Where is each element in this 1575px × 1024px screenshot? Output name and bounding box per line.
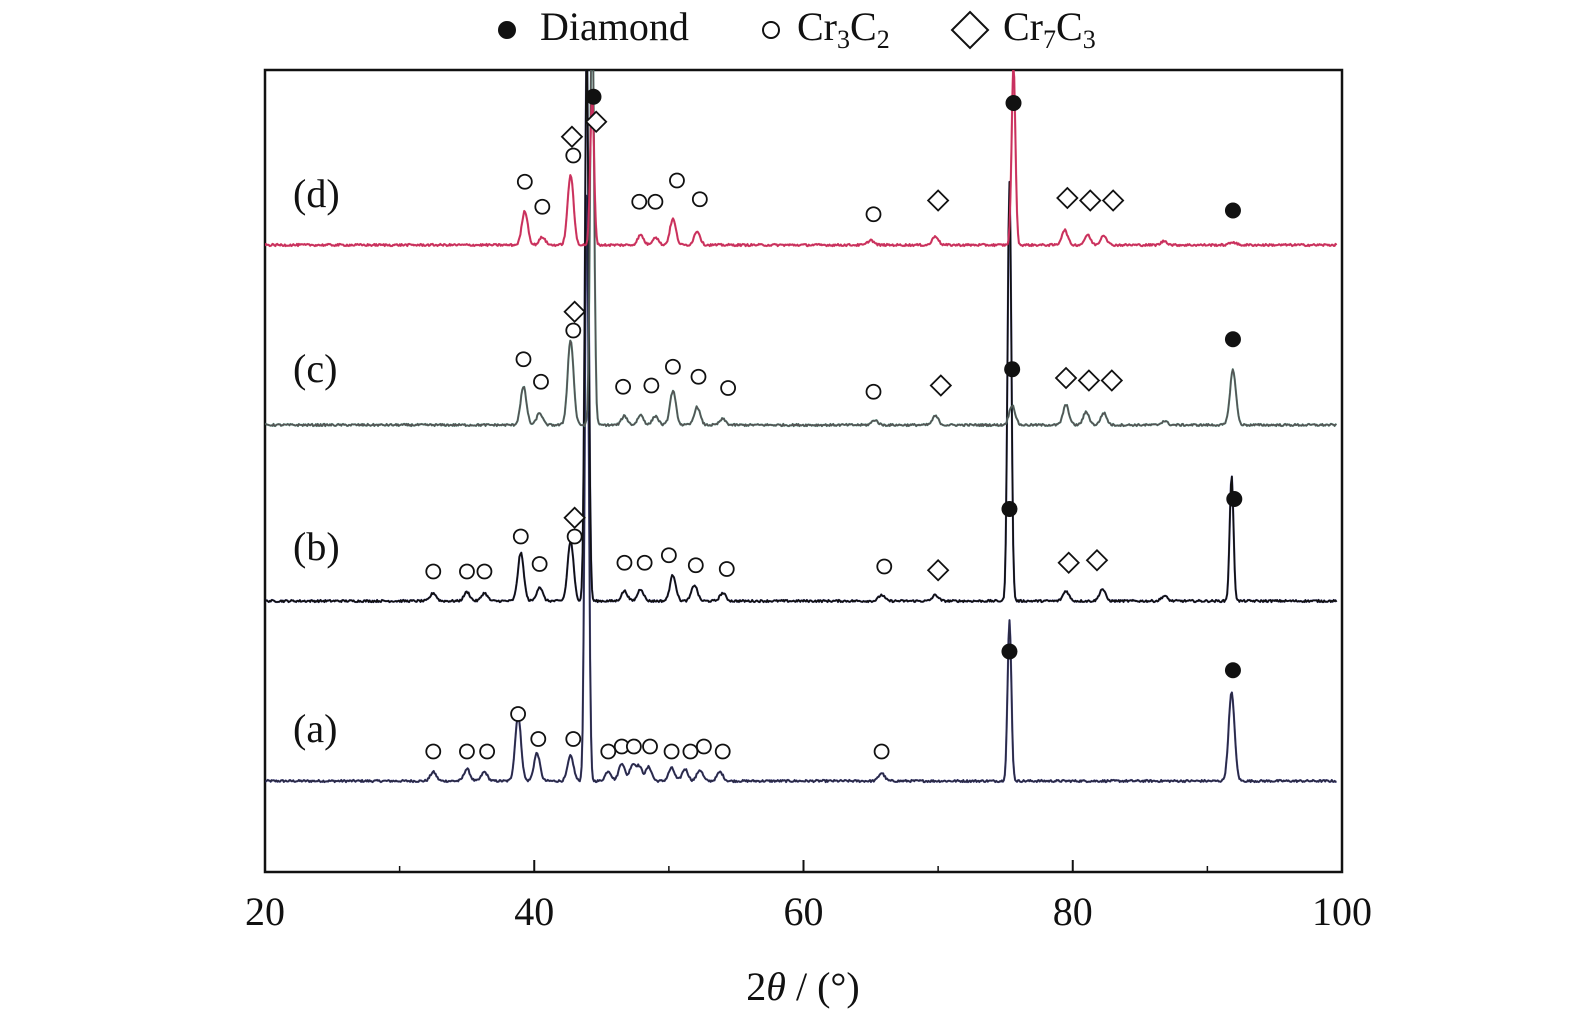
phase-markers bbox=[425, 88, 1243, 760]
trace-accent-0 bbox=[265, 194, 1337, 784]
x-tick-label-80: 80 bbox=[1053, 889, 1093, 934]
legend-label-cr7c3: Cr7C3 bbox=[1003, 4, 1096, 54]
trace-1 bbox=[265, 70, 1338, 603]
marker-s1-1-open-circle bbox=[459, 563, 475, 580]
x-tick-label-40: 40 bbox=[514, 889, 554, 934]
marker-s2-12-open-diamond bbox=[1054, 366, 1078, 390]
marker-s3-14-open-diamond bbox=[1078, 189, 1102, 212]
marker-s0-9-open-circle bbox=[642, 738, 658, 755]
marker-s3-15-open-diamond bbox=[1101, 189, 1125, 212]
marker-s1-17-filled-circle bbox=[1226, 491, 1243, 507]
trace-accent-1 bbox=[265, 70, 1338, 604]
marker-s2-4-open-circle bbox=[615, 378, 632, 395]
marker-s0-2-open-circle bbox=[479, 743, 496, 760]
trace-2 bbox=[265, 70, 1337, 427]
series-label-1: (b) bbox=[293, 524, 340, 569]
trace-3 bbox=[265, 70, 1338, 247]
marker-s3-3-open-diamond bbox=[560, 125, 584, 149]
marker-s0-15-filled-circle bbox=[1001, 643, 1018, 660]
marker-s1-7-open-circle bbox=[616, 554, 633, 571]
marker-s0-5-open-circle bbox=[565, 731, 582, 747]
marker-s0-1-open-circle bbox=[459, 743, 475, 760]
marker-s2-9-open-circle bbox=[865, 383, 882, 400]
series-label-2: (c) bbox=[293, 346, 337, 391]
marker-s2-1-open-circle bbox=[533, 373, 549, 390]
marker-s0-14-open-circle bbox=[873, 743, 890, 760]
marker-s0-16-filled-circle bbox=[1224, 662, 1241, 679]
marker-s1-5-open-circle bbox=[566, 528, 583, 545]
marker-s1-2-open-circle bbox=[476, 563, 493, 580]
marker-s1-0-open-circle bbox=[425, 563, 442, 580]
marker-s0-13-open-circle bbox=[714, 743, 731, 760]
marker-s2-11-filled-circle bbox=[1004, 361, 1021, 378]
x-axis-title: 2θ / (°) bbox=[746, 964, 859, 1009]
marker-s2-13-open-diamond bbox=[1077, 369, 1101, 392]
marker-s3-7-open-circle bbox=[647, 193, 664, 210]
marker-s3-16-filled-circle bbox=[1224, 202, 1241, 219]
marker-s0-10-open-circle bbox=[663, 743, 680, 760]
marker-s3-1-open-circle bbox=[534, 198, 551, 215]
marker-s2-8-open-circle bbox=[720, 380, 737, 396]
marker-s3-13-open-diamond bbox=[1056, 186, 1079, 210]
marker-s1-13-open-diamond bbox=[926, 558, 950, 582]
x-axis-ticks bbox=[264, 860, 1343, 872]
marker-s0-0-open-circle bbox=[425, 743, 442, 760]
diffraction-traces bbox=[265, 70, 1338, 784]
marker-s2-0-open-circle bbox=[515, 351, 532, 368]
marker-s1-12-open-circle bbox=[876, 558, 893, 575]
marker-s1-14-filled-circle bbox=[1001, 501, 1018, 517]
series-label-0: (a) bbox=[293, 706, 337, 751]
marker-s1-8-open-circle bbox=[636, 554, 653, 571]
x-tick-label-20: 20 bbox=[245, 889, 285, 934]
marker-s2-14-open-diamond bbox=[1100, 369, 1124, 392]
marker-s3-12-filled-circle bbox=[1005, 95, 1022, 111]
legend-label-cr3c2: Cr3C2 bbox=[797, 4, 890, 54]
marker-s3-2-open-circle bbox=[565, 147, 582, 164]
marker-s0-8-open-circle bbox=[625, 738, 642, 755]
legend: Diamond Cr3C2 Cr7C3 bbox=[498, 4, 1096, 54]
marker-s3-6-open-circle bbox=[631, 193, 648, 210]
marker-s0-6-open-circle bbox=[600, 743, 617, 760]
marker-s1-15-open-diamond bbox=[1057, 551, 1080, 575]
marker-s3-10-open-circle bbox=[865, 206, 882, 223]
marker-s2-7-open-circle bbox=[690, 368, 707, 385]
marker-s3-8-open-circle bbox=[669, 172, 685, 189]
marker-s2-15-filled-circle bbox=[1224, 331, 1241, 348]
series-label-3: (d) bbox=[293, 171, 340, 216]
marker-s3-9-open-circle bbox=[691, 191, 708, 208]
x-tick-label-100: 100 bbox=[1312, 889, 1372, 934]
marker-s1-6-open-diamond bbox=[563, 506, 586, 530]
marker-s2-10-open-diamond bbox=[929, 374, 953, 397]
marker-s3-0-open-circle bbox=[516, 173, 533, 190]
trace-0 bbox=[265, 194, 1337, 783]
trace-accent-3 bbox=[265, 70, 1338, 248]
marker-s0-11-open-circle bbox=[682, 743, 699, 760]
series-labels: (a) (b) (c) (d) bbox=[293, 171, 340, 751]
marker-s1-9-open-circle bbox=[660, 547, 677, 564]
trace-accent-2 bbox=[265, 70, 1338, 428]
marker-s0-3-open-circle bbox=[510, 706, 526, 722]
marker-s2-5-open-circle bbox=[643, 377, 660, 394]
marker-s1-3-open-circle bbox=[512, 528, 529, 545]
marker-s2-2-open-circle bbox=[565, 322, 582, 339]
legend-label-diamond: Diamond bbox=[540, 4, 689, 49]
marker-s1-4-open-circle bbox=[531, 556, 548, 572]
marker-s3-4-filled-circle bbox=[585, 88, 602, 105]
legend-marker-cr7c3 bbox=[950, 10, 990, 50]
marker-s1-16-open-diamond bbox=[1085, 548, 1109, 572]
legend-marker-cr3c2 bbox=[762, 21, 780, 39]
marker-s2-3-open-diamond bbox=[563, 300, 586, 324]
marker-s3-5-open-diamond bbox=[584, 110, 608, 134]
x-axis-tick-labels: 20 40 60 80 100 bbox=[245, 889, 1372, 934]
legend-marker-diamond bbox=[498, 21, 516, 39]
marker-s3-11-open-diamond bbox=[926, 189, 950, 212]
x-tick-label-60: 60 bbox=[784, 889, 824, 934]
marker-s0-4-open-circle bbox=[530, 731, 547, 747]
marker-s0-12-open-circle bbox=[695, 738, 712, 755]
marker-s1-11-open-circle bbox=[718, 561, 735, 577]
marker-s2-6-open-circle bbox=[665, 358, 681, 375]
marker-s1-10-open-circle bbox=[687, 557, 704, 574]
